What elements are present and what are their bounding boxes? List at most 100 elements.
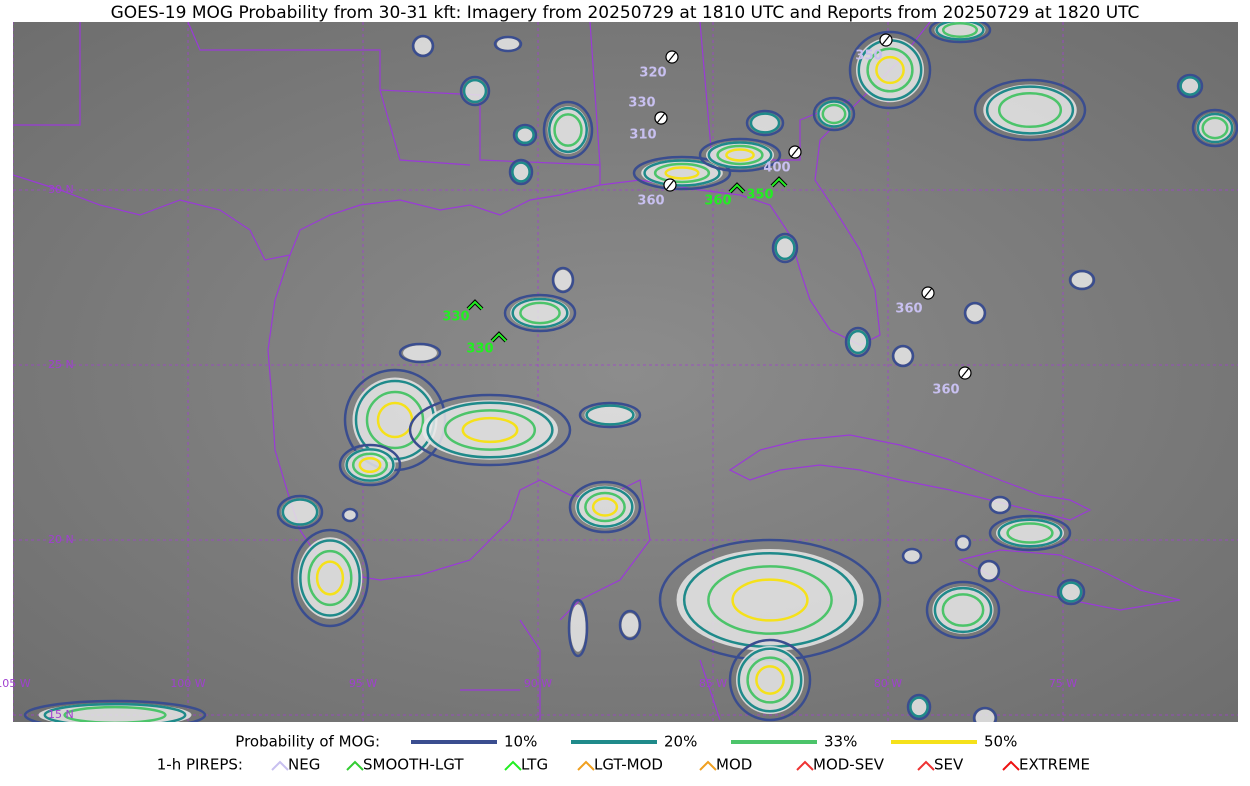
legend-label: 50%: [984, 733, 1017, 751]
contour-line: [935, 22, 985, 41]
legend-label: 20%: [664, 733, 697, 751]
contour-line: [341, 507, 359, 523]
legend-symbol: [917, 760, 935, 771]
legend-symbol: [796, 760, 814, 771]
contour-line: [508, 158, 534, 186]
legend-title: 1-h PIREPS:: [157, 756, 243, 774]
contour-core: [511, 161, 531, 183]
contour-line: [698, 137, 782, 173]
title: GOES-19 MOG Probability from 30-31 kft: …: [111, 3, 1140, 23]
contour-line: [997, 91, 1063, 129]
contour-line: [459, 75, 491, 107]
contour-core: [736, 646, 804, 714]
contour-line: [511, 297, 569, 329]
contour-line: [716, 144, 764, 166]
contour-line: [411, 34, 435, 58]
pirep-label: 360: [895, 302, 922, 317]
contour-core: [403, 345, 437, 361]
contour-line: [618, 609, 642, 641]
contour-line: [901, 547, 923, 565]
contour-line: [875, 55, 905, 85]
contour-line: [707, 141, 773, 169]
legend-label: 10%: [504, 733, 537, 751]
contour-line: [972, 706, 998, 722]
contour-line: [997, 518, 1063, 548]
legend-label: 33%: [824, 733, 857, 751]
contour-core: [1179, 76, 1201, 96]
contour-core: [909, 696, 929, 718]
contour-line: [1196, 112, 1234, 144]
pirep-label: 400: [763, 161, 790, 176]
contour-line: [338, 443, 402, 487]
legend-symbol: [504, 760, 522, 771]
contour-line: [928, 22, 992, 44]
contour-line: [548, 106, 588, 154]
contour-line: [307, 549, 353, 607]
legend-symbol: [577, 760, 595, 771]
latitude-label: 20 N: [48, 533, 74, 546]
longitude-label: 75 W: [1049, 677, 1077, 690]
contour-line: [551, 266, 575, 294]
contour-core: [980, 562, 998, 580]
contour-line: [1179, 76, 1201, 96]
contour-line: [567, 598, 589, 658]
contour-line: [1059, 581, 1083, 603]
contour-line: [963, 301, 987, 325]
contour-core: [975, 709, 995, 722]
contour-core: [570, 604, 586, 652]
pirep-symbol: [656, 112, 666, 124]
contour-line: [568, 480, 642, 534]
contour-core: [983, 84, 1077, 136]
pirep-symbol: [729, 183, 745, 193]
legend-label: LTG: [521, 756, 548, 774]
pirep-symbol: [771, 177, 787, 187]
map-labels: 30 N 25 N 20 N 15 N 105 W 100 W 95 W 90 W 85 W 80…: [0, 33, 1077, 721]
longitude-label: 105 W: [0, 677, 31, 690]
legend-symbol: [271, 760, 289, 771]
contour-core: [749, 112, 781, 134]
contour-core: [856, 37, 924, 103]
coastlines: [13, 22, 1181, 721]
contour-line: [591, 497, 619, 517]
legend-label: MOD-SEV: [813, 756, 885, 774]
satellite-image: [13, 22, 1238, 722]
contour-core: [554, 269, 572, 291]
contour-line: [774, 235, 796, 261]
pirep-symbol: [467, 300, 483, 310]
contour-line: [578, 401, 642, 429]
contour-line: [408, 393, 572, 467]
legend-label: MOD: [716, 756, 752, 774]
contour-core: [584, 404, 636, 426]
contour-line: [737, 647, 803, 713]
contour-line: [1068, 269, 1096, 291]
contour-line: [988, 495, 1012, 515]
legend-label: EXTREME: [1019, 756, 1090, 774]
contour-line: [519, 301, 561, 325]
contour-line: [728, 638, 812, 722]
contour-line: [746, 656, 794, 704]
contour-line: [847, 329, 869, 355]
latitude-label: 25 N: [48, 358, 74, 371]
legend-label: SEV: [934, 756, 964, 774]
contour-line: [426, 401, 554, 459]
contour-line: [973, 78, 1087, 142]
legend-label: NEG: [288, 756, 320, 774]
contour-core: [957, 537, 969, 549]
contour-core: [847, 330, 869, 354]
contour-line: [817, 100, 851, 128]
contour-line: [664, 166, 700, 180]
contour-core: [463, 79, 487, 103]
contour-core: [966, 304, 984, 322]
pirep-symbol: [491, 332, 507, 342]
legend-label: LGT-MOD: [594, 756, 663, 774]
contour-line: [584, 491, 626, 523]
pirep-label: 350: [855, 49, 882, 64]
probability-contours: [23, 22, 1238, 722]
contour-line: [909, 696, 929, 718]
contour-line: [812, 96, 856, 132]
contour-core: [991, 498, 1009, 512]
latitude-label: 30 N: [48, 183, 74, 196]
contour-core: [676, 549, 864, 651]
contour-core: [38, 703, 192, 722]
